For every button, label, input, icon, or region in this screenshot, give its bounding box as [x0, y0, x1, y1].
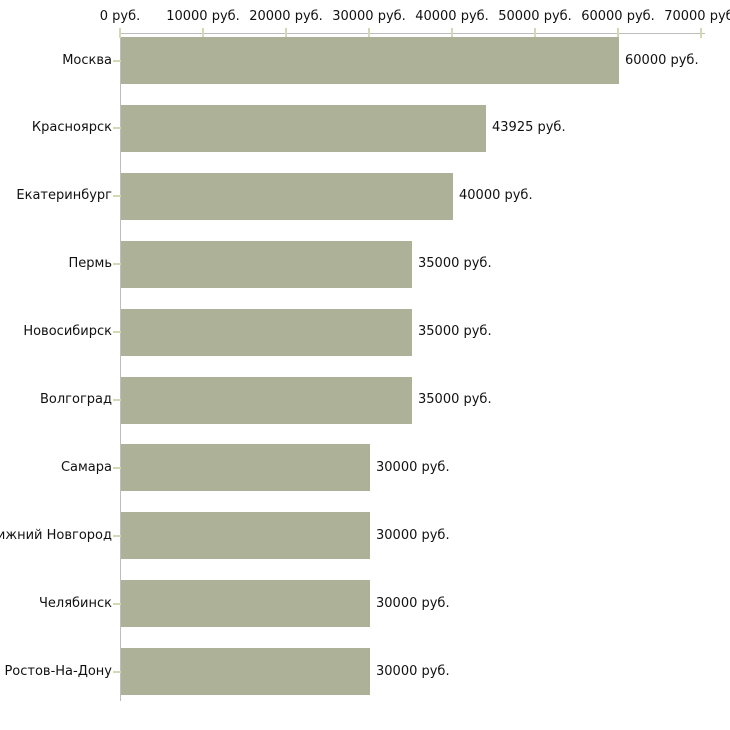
bar-2[interactable] [121, 104, 486, 152]
x-axis-tick-mark [534, 28, 536, 38]
x-axis-tick-label: 20000 руб. [249, 9, 323, 24]
x-axis-tick-label: 0 руб. [99, 9, 141, 24]
category-label: Волгоград [39, 392, 112, 407]
x-axis-tick-label: 50000 руб. [498, 9, 572, 24]
value-label: 30000 руб. [376, 459, 450, 475]
y-axis-line [120, 33, 121, 701]
bar-5[interactable] [121, 308, 412, 356]
bar-3[interactable] [121, 172, 453, 220]
y-axis-tick-mark [113, 466, 121, 469]
y-axis-tick-mark [113, 195, 121, 198]
bar-6[interactable] [121, 376, 412, 424]
category-label: Нижний Новгород [0, 527, 112, 543]
x-axis-tick-label: 60000 руб. [581, 9, 655, 24]
x-axis-tick-mark [451, 28, 453, 38]
value-label: 60000 руб. [625, 52, 699, 68]
x-axis-tick-mark [285, 28, 287, 38]
value-label: 35000 руб. [418, 256, 492, 272]
y-axis-tick-mark [113, 59, 121, 62]
category-label: Ростов-На-Дону [4, 663, 112, 679]
x-axis-line [120, 33, 705, 34]
x-axis-tick-mark [617, 28, 619, 38]
category-label: Пермь [68, 256, 113, 272]
category-label: Самара [60, 459, 112, 475]
bar-4[interactable] [121, 240, 412, 288]
y-axis-tick-mark [113, 534, 121, 537]
category-label: Красноярск [31, 120, 112, 136]
x-axis-tick-mark [368, 28, 370, 38]
value-label: 30000 руб. [376, 527, 450, 543]
value-label: 30000 руб. [376, 663, 450, 679]
y-axis-tick-mark [113, 331, 121, 334]
value-label: 30000 руб. [376, 595, 450, 611]
category-label: Новосибирск [23, 324, 112, 340]
y-axis-tick-mark [113, 602, 121, 605]
value-label: 43925 руб. [492, 120, 566, 136]
x-axis-tick-mark [202, 28, 204, 38]
y-axis-tick-mark [113, 127, 121, 130]
x-axis-tick-label: 30000 руб. [332, 9, 406, 24]
value-label: 40000 руб. [459, 188, 533, 204]
category-label: Екатеринбург [16, 188, 112, 204]
x-axis-tick-label: 70000 руб. [664, 9, 730, 24]
y-axis-tick-mark [113, 399, 121, 401]
bar-10[interactable] [121, 648, 370, 696]
category-label: Челябинск [38, 595, 112, 611]
y-axis-tick-mark [113, 263, 121, 266]
bar-1[interactable] [121, 37, 619, 84]
value-label: 35000 руб. [418, 392, 492, 407]
y-axis-tick-mark [113, 670, 121, 673]
value-label: 35000 руб. [418, 324, 492, 340]
bar-7[interactable] [121, 444, 370, 492]
x-axis-tick-label: 10000 руб. [166, 9, 240, 24]
bar-9[interactable] [121, 580, 370, 628]
x-axis-tick-mark [700, 28, 702, 38]
category-label: Москва [62, 52, 112, 68]
bar-8[interactable] [121, 512, 370, 560]
x-axis-tick-label: 40000 руб. [415, 9, 489, 24]
x-axis-tick-mark [119, 28, 121, 38]
